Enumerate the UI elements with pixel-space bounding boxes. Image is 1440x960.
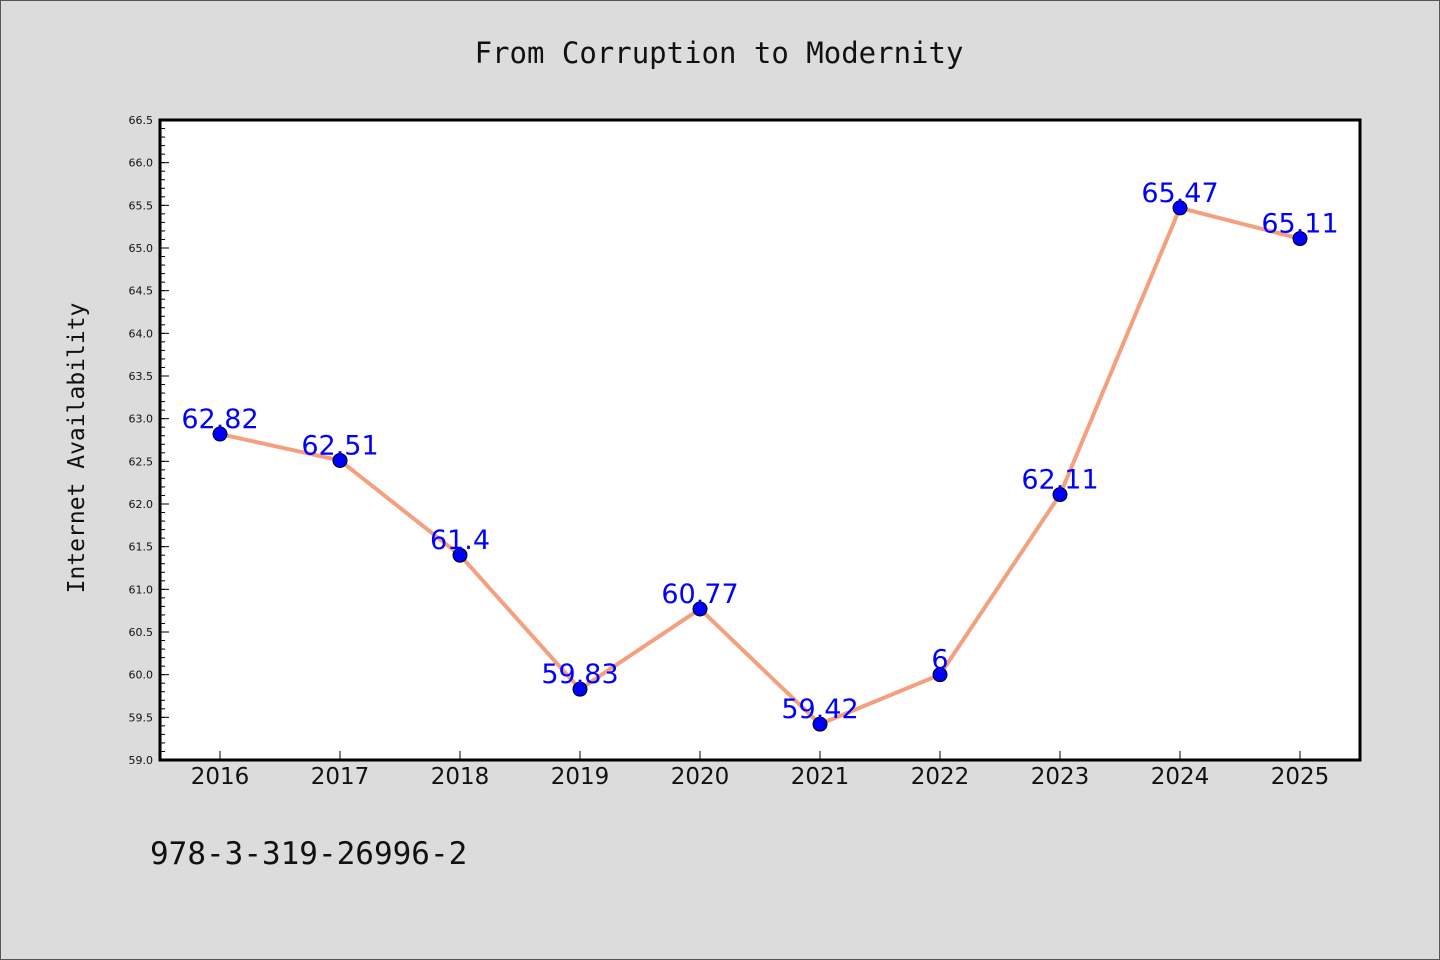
data-label: 59.83	[541, 659, 618, 690]
series-line	[218, 205, 1302, 727]
y-tick-label: 65.5	[129, 199, 154, 212]
data-point	[1172, 200, 1188, 216]
data-label: 65.47	[1141, 178, 1218, 209]
y-axis-label: Internet Availability	[64, 303, 90, 594]
y-tick-label: 66.0	[129, 157, 154, 170]
chart-title: From Corruption to Modernity	[475, 36, 964, 70]
x-axis-ticks: 2016 2017 2018 2019 2020 2021 2022 2023 2024 2025	[191, 751, 1330, 790]
isbn-footer: 978-3-319-26996-2	[150, 836, 467, 872]
x-tick-label: 2016	[191, 764, 250, 790]
data-label: 65.11	[1261, 209, 1338, 240]
x-tick-label: 2023	[1031, 764, 1090, 790]
data-point	[1052, 487, 1068, 503]
data-label: 6	[931, 645, 948, 676]
data-label: 62.51	[301, 430, 378, 461]
data-label: 59.42	[781, 694, 858, 725]
x-tick-label: 2019	[551, 764, 610, 790]
data-label: 60.77	[661, 579, 738, 610]
x-tick-label: 2025	[1271, 764, 1330, 790]
y-tick-label: 63.0	[129, 413, 154, 426]
data-point	[452, 547, 468, 563]
x-tick-label: 2024	[1151, 764, 1210, 790]
data-point	[1292, 231, 1308, 247]
data-point	[572, 681, 588, 697]
series-markers	[212, 200, 1308, 732]
y-tick-label: 59.0	[129, 754, 154, 767]
data-point	[332, 452, 348, 468]
y-axis-ticks: 59.0 59.5 60.0 60.5 61.0 61.5 62.0 62.5 63.0 63.5…	[129, 114, 169, 767]
y-tick-label: 61.5	[129, 541, 154, 554]
y-tick-label: 59.5	[129, 711, 154, 724]
data-labels: 62.82 62.51 61.4 59.83 60.77 59.42 6 62.11 65.47…	[181, 178, 1338, 725]
y-tick-label: 66.5	[129, 114, 154, 127]
data-label: 62.82	[181, 404, 258, 435]
y-tick-label: 61.0	[129, 583, 154, 596]
x-tick-label: 2018	[431, 764, 490, 790]
series-line-group	[218, 205, 1302, 727]
y-tick-label: 65.0	[129, 242, 154, 255]
data-point	[212, 426, 228, 442]
y-tick-label: 64.0	[129, 327, 154, 340]
data-point	[932, 667, 948, 683]
x-tick-label: 2017	[311, 764, 370, 790]
plot-area	[158, 118, 1362, 762]
x-tick-label: 2022	[911, 764, 970, 790]
data-point	[812, 716, 828, 732]
y-tick-label: 64.5	[129, 285, 154, 298]
y-tick-label: 63.5	[129, 370, 154, 383]
x-tick-label: 2021	[791, 764, 850, 790]
data-label: 61.4	[430, 525, 490, 556]
data-label: 62.11	[1021, 465, 1098, 496]
y-tick-label: 60.5	[129, 626, 154, 639]
y-tick-label: 60.0	[129, 669, 154, 682]
y-tick-label: 62.0	[129, 498, 154, 511]
y-tick-label: 62.5	[129, 455, 154, 468]
data-point	[692, 601, 708, 617]
x-tick-label: 2020	[671, 764, 730, 790]
